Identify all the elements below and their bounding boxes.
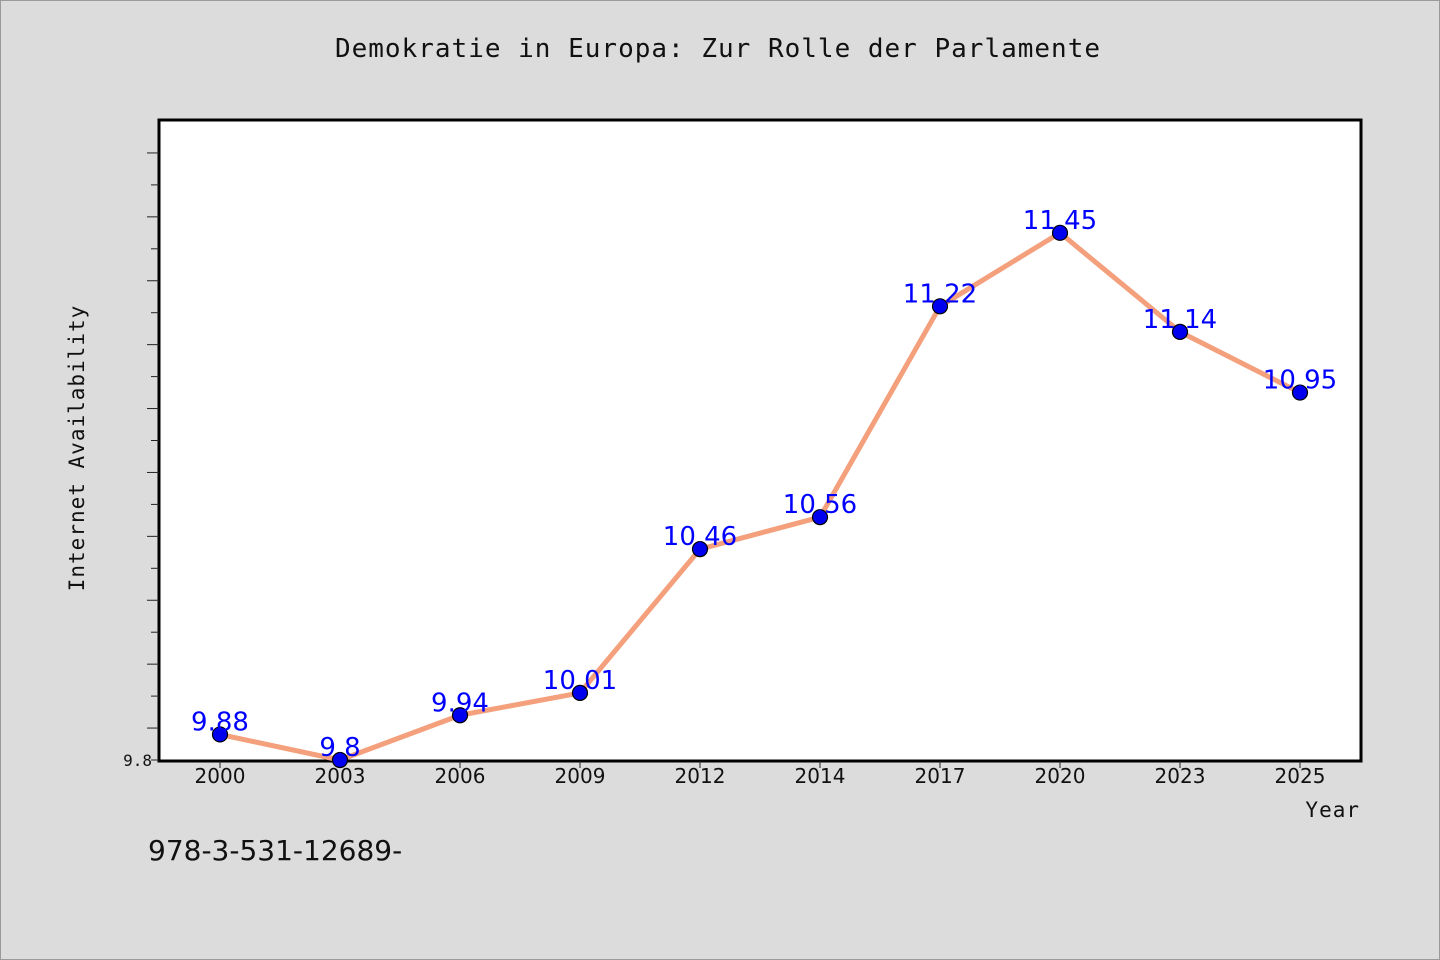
x-tick-label: 2009 xyxy=(555,764,606,788)
data-label: 11.45 xyxy=(1023,206,1097,236)
data-labels: 9.88 9.8 9.94 10.01 10.46 10.56 11.22 11.45 11.1… xyxy=(191,206,1337,763)
x-tick-label: 2006 xyxy=(435,764,486,788)
x-axis-label: Year xyxy=(1305,798,1360,822)
chart-title: Demokratie in Europa: Zur Rolle der Parl… xyxy=(334,34,1102,64)
x-tick-label: 2014 xyxy=(795,764,846,788)
data-point-marker xyxy=(331,751,349,769)
data-point-marker xyxy=(1051,224,1069,241)
data-label: 10.01 xyxy=(543,666,617,696)
data-point-marker xyxy=(1171,323,1189,340)
data-point-marker xyxy=(571,684,589,702)
data-point-marker xyxy=(691,541,709,558)
y-axis-label: Internet Availability xyxy=(65,305,89,592)
x-axis-ticks: 2000 2003 2006 2009 2012 2014 2017 2020 2023 2025 xyxy=(195,761,1326,788)
data-label: 10.46 xyxy=(663,522,737,552)
data-point-marker xyxy=(451,707,469,724)
series-group xyxy=(211,224,1309,769)
y-tick-label: 9.8 xyxy=(123,751,152,770)
x-tick-label: 2023 xyxy=(1155,764,1206,788)
data-point-marker xyxy=(931,298,949,315)
data-point-marker xyxy=(211,726,229,743)
data-label: 9.94 xyxy=(431,688,489,718)
data-label: 9.88 xyxy=(191,707,249,737)
data-label: 10.95 xyxy=(1263,366,1337,396)
x-tick-label: 2025 xyxy=(1275,764,1326,788)
data-label: 10.56 xyxy=(783,490,857,520)
isbn-annotation: 978-3-531-12689- xyxy=(148,834,403,867)
data-label: 9.8 xyxy=(319,733,360,763)
series-line xyxy=(217,230,1303,763)
plot-area xyxy=(157,118,1363,763)
data-label: 11.22 xyxy=(903,279,977,309)
data-label: 11.14 xyxy=(1143,305,1217,335)
x-tick-label: 2000 xyxy=(195,764,246,788)
y-axis-ticks: 9.8 xyxy=(123,152,159,770)
x-tick-label: 2012 xyxy=(675,764,726,788)
x-tick-label: 2017 xyxy=(915,764,966,788)
data-point-marker xyxy=(811,509,829,526)
x-tick-label: 2020 xyxy=(1035,764,1086,788)
data-point-marker xyxy=(1291,384,1309,401)
